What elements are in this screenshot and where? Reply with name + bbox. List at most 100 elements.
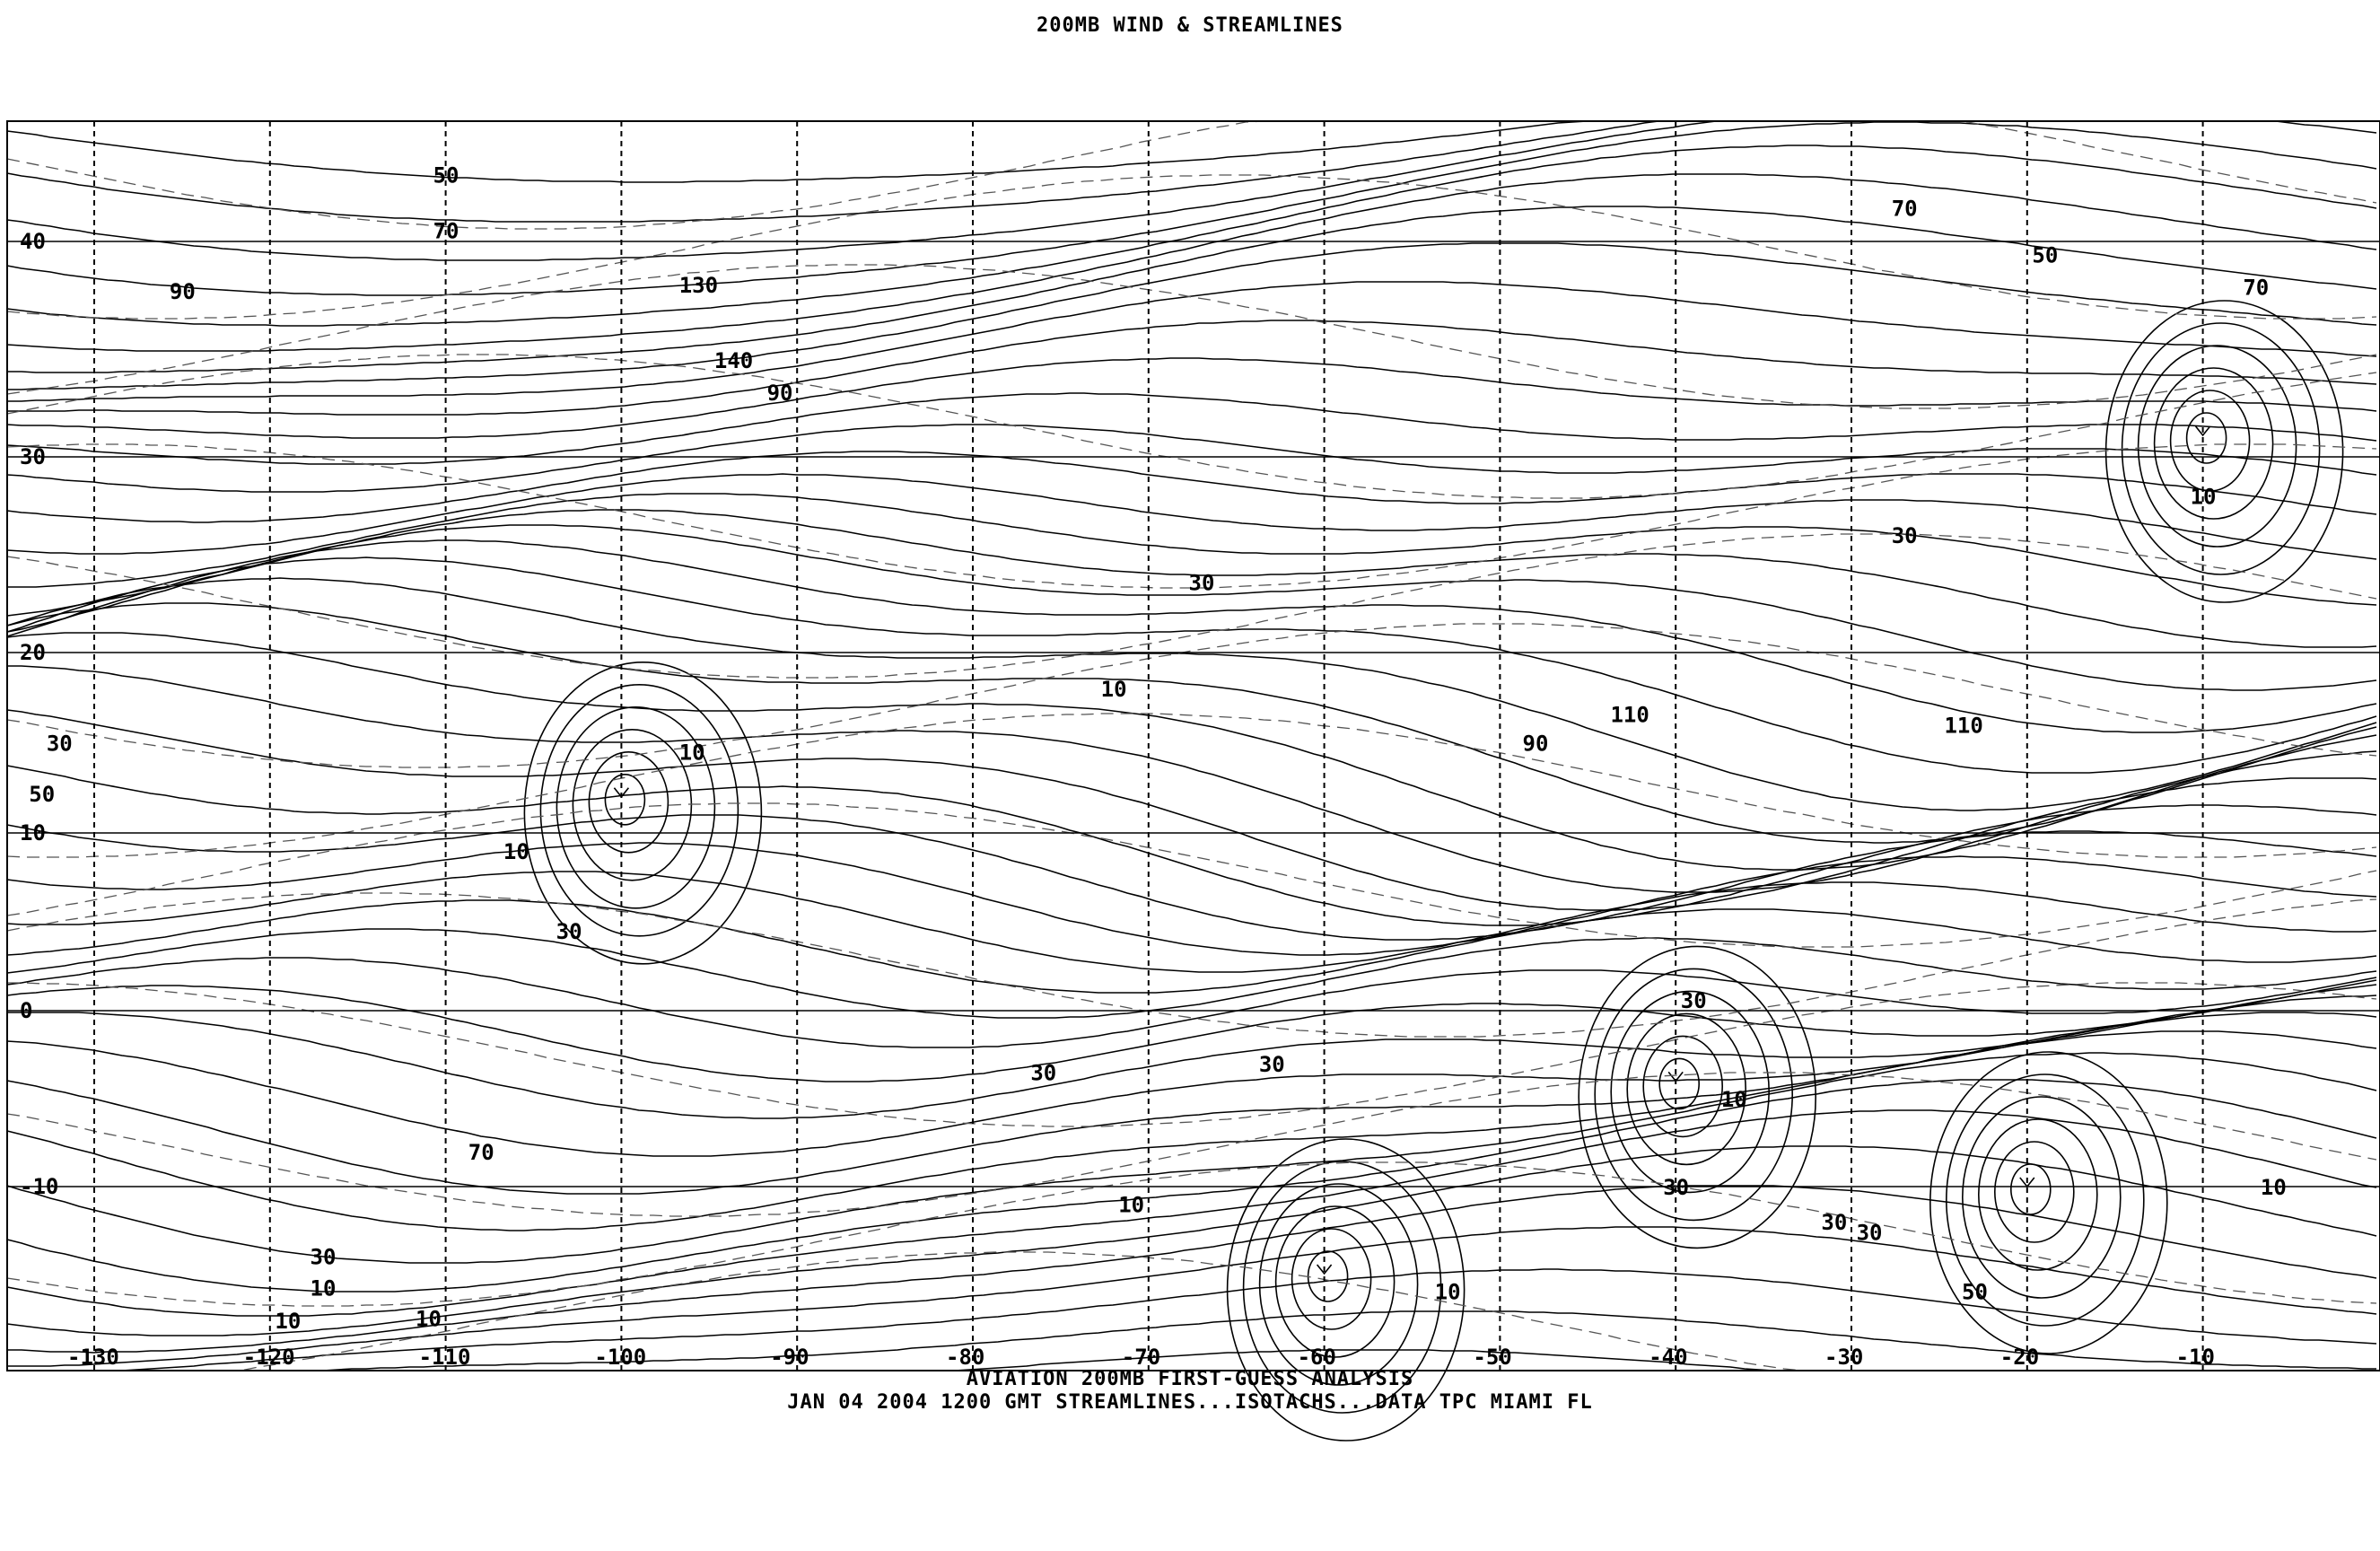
streamline [6, 173, 2377, 352]
isotach-contour [6, 892, 2377, 1038]
isotach-label: 30 [1681, 988, 1707, 1013]
isotach-label: 90 [767, 381, 793, 406]
streamline [6, 602, 2377, 844]
streamline [6, 979, 2377, 1082]
isotach-label: 10 [503, 839, 529, 864]
longitude-label: -40 [1649, 1345, 1687, 1370]
circulation-streamline [1242, 1161, 1442, 1414]
streamline [7, 206, 2377, 373]
streamline [6, 709, 2377, 911]
isotach-label: 50 [1962, 1279, 1988, 1304]
streamline [7, 493, 2377, 606]
isotach-label: 70 [2243, 275, 2269, 300]
circulation-streamline [2137, 345, 2297, 548]
streamline [6, 451, 2377, 523]
isotach-contour [6, 264, 2377, 409]
isotach-label: 70 [1892, 197, 1918, 222]
latitude-label: 30 [20, 444, 46, 469]
streamline [6, 842, 2377, 956]
isotach-contour [6, 802, 2377, 948]
isotach-label: 50 [29, 782, 55, 807]
circulation-streamline [2169, 390, 2251, 492]
circulation-streamline [1962, 1096, 2122, 1299]
isotach-label: 30 [1892, 523, 1918, 548]
circulation-streamline [539, 683, 739, 937]
streamline [6, 1052, 2377, 1264]
circulation-streamline [2104, 300, 2344, 603]
longitude-label: -80 [946, 1345, 984, 1370]
streamline [6, 392, 2377, 465]
streamline [6, 899, 2377, 994]
circulation-streamline [1578, 945, 1816, 1249]
isotach-label: 140 [714, 348, 753, 373]
isotach-contour [6, 443, 2377, 589]
footer-line-1: AVIATION 200MB FIRST-GUESS ANALYSIS [966, 1368, 1414, 1390]
streamline [6, 577, 2377, 811]
streamline [6, 765, 2377, 926]
isotach-label: 10 [1721, 1087, 1747, 1112]
streamline [6, 1079, 2377, 1292]
latitude-label: 20 [20, 640, 46, 665]
flow-arrow-icon [2194, 425, 2211, 437]
circulation-streamline [588, 750, 669, 854]
latitude-label: -10 [20, 1174, 58, 1199]
isotach-contour [6, 354, 2377, 499]
longitude-label: -90 [770, 1345, 809, 1370]
isotach-label: 30 [1030, 1061, 1056, 1086]
isotach-contour [6, 1072, 2377, 1217]
circulation-streamline [2153, 367, 2274, 520]
isotach-label: 10 [311, 1276, 337, 1301]
isotach-label: 130 [679, 273, 718, 298]
streamline [6, 539, 2377, 733]
longitude-label: -100 [594, 1345, 646, 1370]
streamlines [6, 120, 2377, 1441]
circulation-streamline [1994, 1141, 2075, 1243]
isotach-contours [6, 120, 2377, 1371]
circulation-streamline [1626, 1012, 1746, 1166]
streamline [6, 121, 2377, 296]
circulation-streamline [2185, 412, 2227, 464]
streamline [7, 320, 2377, 416]
isotach-label: 30 [1259, 1052, 1285, 1077]
isotach-label: 10 [2191, 485, 2217, 510]
streamline [6, 556, 2377, 774]
isotach-contour [6, 174, 2377, 320]
streamline [6, 871, 2377, 973]
circulation-streamline [1642, 1035, 1723, 1138]
streamline [6, 509, 2377, 648]
isotach-label: 30 [556, 919, 582, 944]
isotach-label: 10 [2261, 1175, 2287, 1200]
isotach-label: 10 [679, 740, 705, 766]
isotach-label: 10 [1118, 1192, 1144, 1217]
longitude-label: -110 [419, 1345, 471, 1370]
circulation-streamline [572, 728, 693, 881]
streamline [7, 281, 2377, 402]
isotach-contour [6, 120, 2377, 230]
isotach-contour [6, 623, 2377, 768]
circulation-streamline [2010, 1163, 2052, 1215]
circulation-streamline [1658, 1057, 1700, 1110]
longitude-label: -30 [1824, 1345, 1863, 1370]
map-frame [6, 120, 2380, 1371]
streamline [6, 928, 2377, 1019]
isotach-label: 50 [2032, 242, 2058, 267]
circulation-streamline [1610, 990, 1770, 1194]
longitude-label: -50 [1473, 1345, 1511, 1370]
latitude-label: 0 [20, 998, 32, 1023]
map-labels: 40 30 20 10 0 -10 -130 -120 -110 -100 -90 -80 -70 -60… [20, 162, 2287, 1370]
streamline [6, 120, 2376, 183]
streamline [7, 984, 2377, 1119]
circulation-streamline [1946, 1073, 2145, 1327]
streamline [6, 120, 2377, 261]
isotach-label: 30 [1821, 1210, 1847, 1235]
streamline [6, 524, 2377, 691]
isotach-label: 30 [1857, 1220, 1883, 1245]
streamline [6, 1109, 2377, 1317]
isotach-label: 30 [47, 732, 73, 757]
longitude-label: -70 [1122, 1345, 1160, 1370]
longitude-label: -120 [243, 1345, 295, 1370]
streamline [7, 1310, 2376, 1371]
isotach-label: 90 [1523, 732, 1549, 757]
isotach-contour [6, 533, 2377, 679]
